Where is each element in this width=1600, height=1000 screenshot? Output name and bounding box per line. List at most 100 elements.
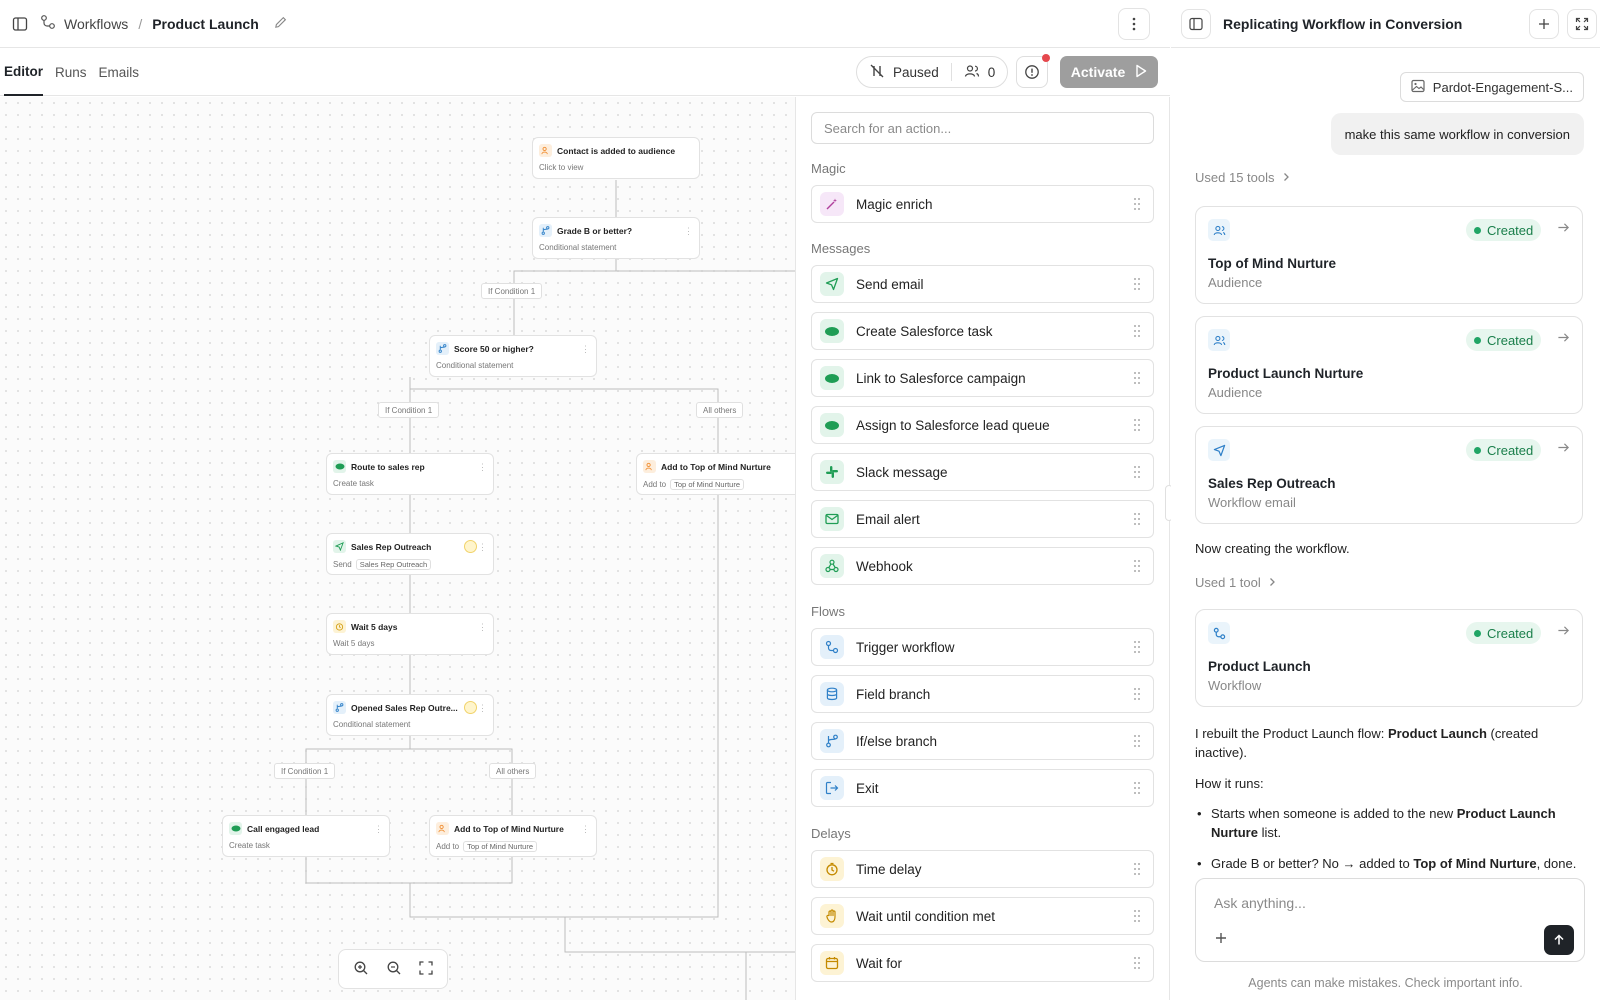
action-send-email[interactable]: Send email	[811, 265, 1154, 303]
action-trigger-workflow[interactable]: Trigger workflow	[811, 628, 1154, 666]
action-create-salesforce-task[interactable]: Create Salesforce task	[811, 312, 1154, 350]
attachment-chip[interactable]: Pardot-Engagement-S...	[1399, 72, 1584, 102]
card-subtitle: Audience	[1208, 275, 1263, 290]
timer-icon	[333, 620, 346, 633]
drag-handle-icon[interactable]: ⋮	[684, 226, 693, 236]
action-time-delay[interactable]: Time delay	[811, 850, 1154, 888]
action-assign-salesforce-lead-queue[interactable]: Assign to Salesforce lead queue	[811, 406, 1154, 444]
drag-handle-icon[interactable]	[1133, 781, 1141, 795]
more-options-button[interactable]	[1118, 8, 1150, 40]
arrow-right-icon[interactable]	[1557, 221, 1570, 237]
drag-handle-icon[interactable]	[1133, 418, 1141, 432]
result-card[interactable]: Created Top of Mind Nurture Audience	[1195, 206, 1583, 304]
workflow-node-score[interactable]: Score 50 or higher? Conditional statemen…	[429, 335, 597, 377]
drag-handle-icon[interactable]	[1133, 465, 1141, 479]
drag-handle-icon[interactable]	[1133, 324, 1141, 338]
status-badge: Created	[1466, 622, 1542, 644]
node-title: Grade B or better?	[557, 225, 633, 236]
drag-handle-icon[interactable]	[1133, 687, 1141, 701]
arrow-right-icon[interactable]	[1557, 441, 1570, 457]
drag-handle-icon[interactable]	[1133, 909, 1141, 923]
zoom-in-icon[interactable]	[353, 960, 369, 979]
workflow-node-add-top-of-mind-2[interactable]: Add to Top of Mind Nurture Add to Top of …	[429, 815, 597, 857]
panel-toggle-icon[interactable]	[1181, 9, 1211, 39]
drag-handle-icon[interactable]	[1133, 559, 1141, 573]
node-subtitle: Conditional statement	[436, 361, 514, 370]
alert-button[interactable]	[1016, 54, 1050, 88]
edge-label-all-others[interactable]: All others	[489, 763, 537, 779]
node-title: Sales Rep Outreach	[351, 541, 432, 552]
drag-handle-icon[interactable]	[1133, 862, 1141, 876]
workflow-node-trigger[interactable]: Contact is added to audience Click to vi…	[532, 137, 700, 179]
tab-editor[interactable]: Editor	[4, 48, 43, 96]
action-wait-until-condition[interactable]: Wait until condition met	[811, 897, 1154, 935]
drag-handle-icon[interactable]: ⋮	[478, 703, 487, 713]
edge-label-condition[interactable]: If Condition 1	[274, 763, 336, 779]
edge-label-condition[interactable]: If Condition 1	[481, 283, 543, 299]
drag-handle-icon[interactable]	[1133, 512, 1141, 526]
node-title: Route to sales rep	[351, 461, 425, 472]
send-button[interactable]	[1544, 925, 1574, 955]
node-title: Call engaged lead	[247, 823, 320, 834]
drag-handle-icon[interactable]: ⋮	[581, 344, 590, 354]
tab-runs[interactable]: Runs	[55, 64, 87, 80]
action-wait-for[interactable]: Wait for	[811, 944, 1154, 982]
drag-handle-icon[interactable]	[1133, 956, 1141, 970]
tab-emails[interactable]: Emails	[98, 64, 140, 80]
action-search-input[interactable]	[811, 112, 1154, 144]
expand-icon[interactable]	[1567, 9, 1597, 39]
result-card[interactable]: Created Product Launch Workflow	[1195, 609, 1583, 707]
drag-handle-icon[interactable]	[1133, 371, 1141, 385]
workflow-canvas[interactable]: Contact is added to audience Click to vi…	[0, 97, 796, 1000]
edge-label-all-others[interactable]: All others	[696, 402, 744, 418]
action-slack-message[interactable]: Slack message	[811, 453, 1154, 491]
workflow-status-pill[interactable]: Paused 0	[856, 56, 1009, 88]
action-magic-enrich[interactable]: Magic enrich	[811, 185, 1154, 223]
workflow-node-opened-outreach[interactable]: Opened Sales Rep Outre... Conditional st…	[326, 694, 494, 736]
list-item: Grade B or better? No → added to Top of …	[1195, 854, 1587, 873]
tools-used-toggle[interactable]: Used 1 tool	[1195, 575, 1277, 590]
drag-handle-icon[interactable]	[1133, 277, 1141, 291]
action-link-salesforce-campaign[interactable]: Link to Salesforce campaign	[811, 359, 1154, 397]
plus-icon[interactable]	[1214, 931, 1228, 948]
workflow-node-sales-rep-outreach[interactable]: Sales Rep Outreach Send Sales Rep Outreac…	[326, 533, 494, 575]
card-title: Product Launch Nurture	[1208, 366, 1364, 381]
action-field-branch[interactable]: Field branch	[811, 675, 1154, 713]
workflow-node-grade[interactable]: Grade B or better? Conditional statement…	[532, 217, 700, 259]
action-if-else-branch[interactable]: If/else branch	[811, 722, 1154, 760]
tools-used-toggle[interactable]: Used 15 tools	[1195, 170, 1291, 185]
workflow-node-call-engaged-lead[interactable]: Call engaged lead Create task ⋮	[222, 815, 390, 857]
drag-handle-icon[interactable]: ⋮	[478, 622, 487, 632]
action-webhook[interactable]: Webhook	[811, 547, 1154, 585]
action-exit[interactable]: Exit	[811, 769, 1154, 807]
send-icon	[820, 272, 844, 296]
arrow-right-icon[interactable]	[1557, 624, 1570, 640]
drag-handle-icon[interactable]	[1133, 197, 1141, 211]
pill-divider	[950, 63, 952, 81]
result-card[interactable]: Created Product Launch Nurture Audience	[1195, 316, 1583, 414]
drag-handle-icon[interactable]: ⋮	[374, 824, 383, 834]
arrow-right-icon[interactable]	[1557, 331, 1570, 347]
drag-handle-icon[interactable]	[1133, 734, 1141, 748]
activate-button[interactable]: Activate	[1060, 56, 1158, 88]
workflow-node-wait-5-days[interactable]: Wait 5 days Wait 5 days ⋮	[326, 613, 494, 655]
edge-label-condition[interactable]: If Condition 1	[378, 402, 440, 418]
fit-view-icon[interactable]	[418, 960, 433, 978]
status-label: Created	[1487, 332, 1534, 348]
pencil-icon[interactable]	[273, 15, 288, 33]
breadcrumb-workflows[interactable]: Workflows	[40, 14, 128, 33]
chat-input[interactable]	[1214, 895, 1554, 911]
workflow-node-route-sales-rep[interactable]: Route to sales rep Create task ⋮	[326, 453, 494, 495]
zoom-out-icon[interactable]	[386, 960, 402, 979]
drag-handle-icon[interactable]: ⋮	[478, 462, 487, 472]
breadcrumb-separator: /	[138, 15, 143, 32]
drag-handle-icon[interactable]: ⋮	[581, 824, 590, 834]
sidebar-toggle-icon[interactable]	[0, 0, 40, 48]
workflow-icon	[1208, 622, 1230, 644]
drag-handle-icon[interactable]: ⋮	[478, 542, 487, 552]
drag-handle-icon[interactable]	[1133, 640, 1141, 654]
result-card[interactable]: Created Sales Rep Outreach Workflow emai…	[1195, 426, 1583, 524]
new-chat-button[interactable]	[1529, 9, 1559, 39]
action-email-alert[interactable]: Email alert	[811, 500, 1154, 538]
workflow-node-add-top-of-mind[interactable]: Add to Top of Mind Nurture Add to Top of …	[636, 453, 795, 495]
